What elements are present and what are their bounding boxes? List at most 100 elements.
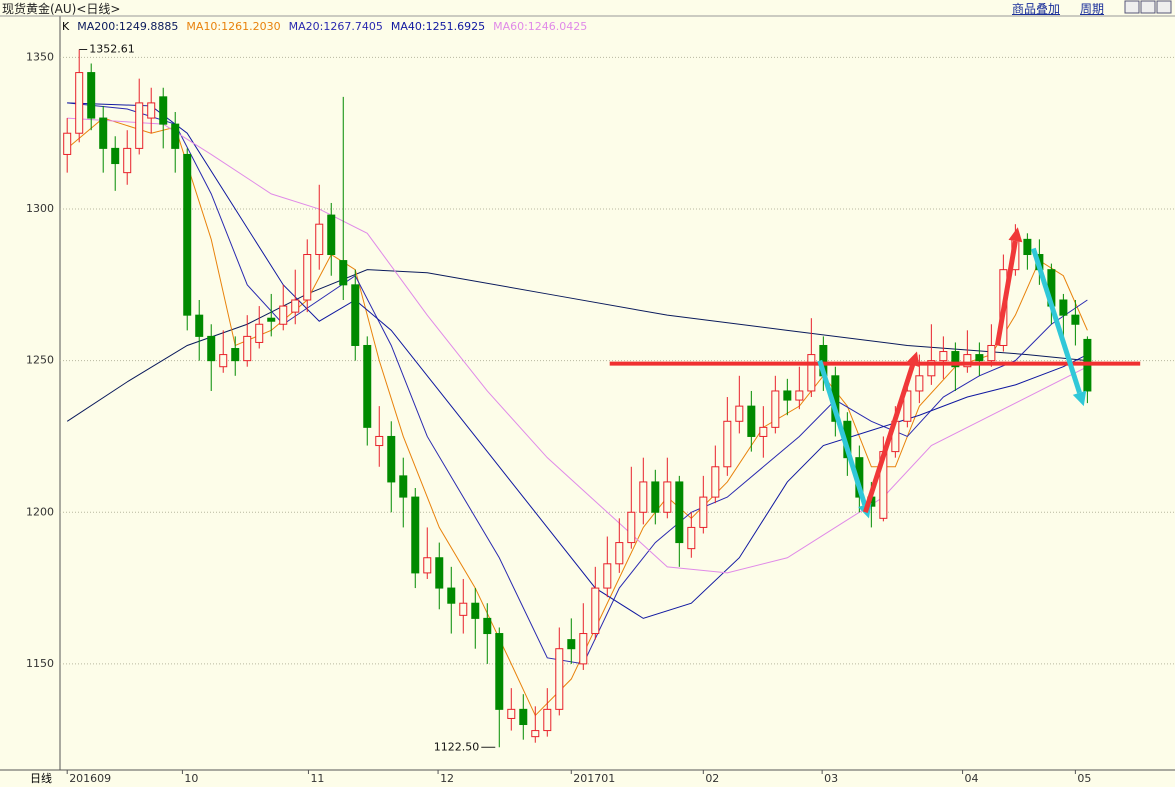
candle-body [387, 435, 396, 483]
legend: K MA200:1249.8885 MA10:1261.2030 MA20:1267… [62, 20, 587, 33]
candle-body [927, 360, 936, 377]
candle-body [555, 648, 564, 710]
candle-body [399, 475, 408, 498]
candle-body [519, 708, 528, 726]
candle-body [531, 730, 540, 738]
candle-body [351, 284, 360, 346]
candle-body [423, 557, 432, 574]
legend-entry: MA60:1246.0425 [493, 20, 588, 33]
candle-body [255, 323, 264, 343]
legend-prefix: K [62, 20, 70, 33]
candle-body [495, 633, 504, 710]
candle-body [327, 214, 336, 256]
x-tick-label: 05 [1077, 772, 1091, 785]
candle-body [675, 481, 684, 544]
candle-body [375, 435, 384, 447]
y-tick-label: 1150 [26, 657, 54, 670]
trend-arrow [994, 240, 1018, 346]
candle-body [411, 496, 420, 574]
candle-body [591, 587, 600, 635]
candle-body [795, 390, 804, 401]
candle-body [807, 354, 816, 392]
trend-arrow [1030, 247, 1082, 394]
nav-button[interactable] [1156, 0, 1172, 14]
candle-body [951, 351, 960, 368]
candle-body [735, 405, 744, 422]
nav-button[interactable] [1124, 0, 1140, 14]
candle-body [75, 72, 84, 134]
candle-body [147, 102, 156, 119]
candle-body [699, 496, 708, 528]
candle-body [711, 466, 720, 498]
candle-body [987, 344, 996, 362]
ma-line [67, 117, 1088, 574]
y-tick-label: 1250 [26, 354, 54, 367]
trend-arrow [817, 359, 868, 506]
candle-body [135, 102, 144, 149]
candle-body [687, 526, 696, 550]
candle-body [507, 708, 516, 719]
candle-body [471, 602, 480, 619]
low-label: 1122.50 [434, 740, 480, 753]
candle-body [963, 354, 972, 368]
legend-entry: MA200:1249.8885 [77, 20, 179, 33]
x-tick-label: 02 [705, 772, 719, 785]
ma-line [66, 117, 1088, 717]
y-tick-label: 1200 [26, 505, 54, 518]
candle-body [567, 639, 576, 650]
candle-body [195, 314, 204, 337]
period-label: 日线 [30, 771, 52, 785]
y-tick-label: 1350 [26, 50, 54, 63]
candle-body [303, 254, 312, 301]
arrow-head [1072, 390, 1087, 407]
candle-body [339, 260, 348, 286]
x-tick-label: 11 [310, 772, 324, 785]
candle-body [483, 617, 492, 635]
candle-body [123, 147, 132, 174]
legend-entry: MA40:1251.6925 [390, 20, 486, 33]
nav-button[interactable] [1140, 0, 1156, 14]
legend-entry: MA20:1267.7405 [288, 20, 383, 33]
candle-body [939, 351, 948, 362]
x-tick-label: 10 [184, 772, 198, 785]
candle-body [243, 335, 252, 362]
candle-body [1059, 299, 1068, 316]
candle-body [447, 587, 456, 604]
candle-body [291, 299, 300, 313]
legend-entry: MA10:1261.2030 [186, 20, 281, 33]
candle-body [231, 348, 240, 362]
candle-body [1071, 314, 1080, 325]
candle-body [603, 563, 612, 589]
arrow-head [906, 351, 920, 368]
candle-body [759, 426, 768, 437]
candle-body [747, 405, 756, 437]
candle-body [171, 123, 180, 149]
y-tick-label: 1300 [26, 202, 54, 215]
candle-body [915, 375, 924, 392]
candle-body [459, 602, 468, 616]
candle-body [267, 317, 276, 322]
x-tick-label: 04 [965, 772, 979, 785]
candle-body [183, 153, 192, 316]
candle-body [159, 96, 168, 125]
x-tick-label: 201701 [573, 772, 615, 785]
candle-body [87, 72, 96, 119]
candle-body [903, 390, 912, 422]
overlay-link[interactable]: 商品叠加 [1012, 2, 1061, 16]
trend-arrow [862, 364, 916, 514]
candle-body [99, 117, 108, 149]
period-link[interactable]: 周期 [1080, 2, 1105, 16]
candle-body [1023, 238, 1032, 256]
x-tick-label: 12 [440, 772, 454, 785]
high-label: 1352.61 [89, 43, 135, 56]
candle-body [663, 481, 672, 513]
x-tick-label: 03 [824, 772, 838, 785]
candle-body [63, 132, 72, 155]
ma-line [67, 102, 1088, 665]
candle-body [219, 354, 228, 368]
arrow-head [1008, 227, 1023, 243]
candle-body [279, 305, 288, 325]
candle-body [111, 147, 120, 165]
